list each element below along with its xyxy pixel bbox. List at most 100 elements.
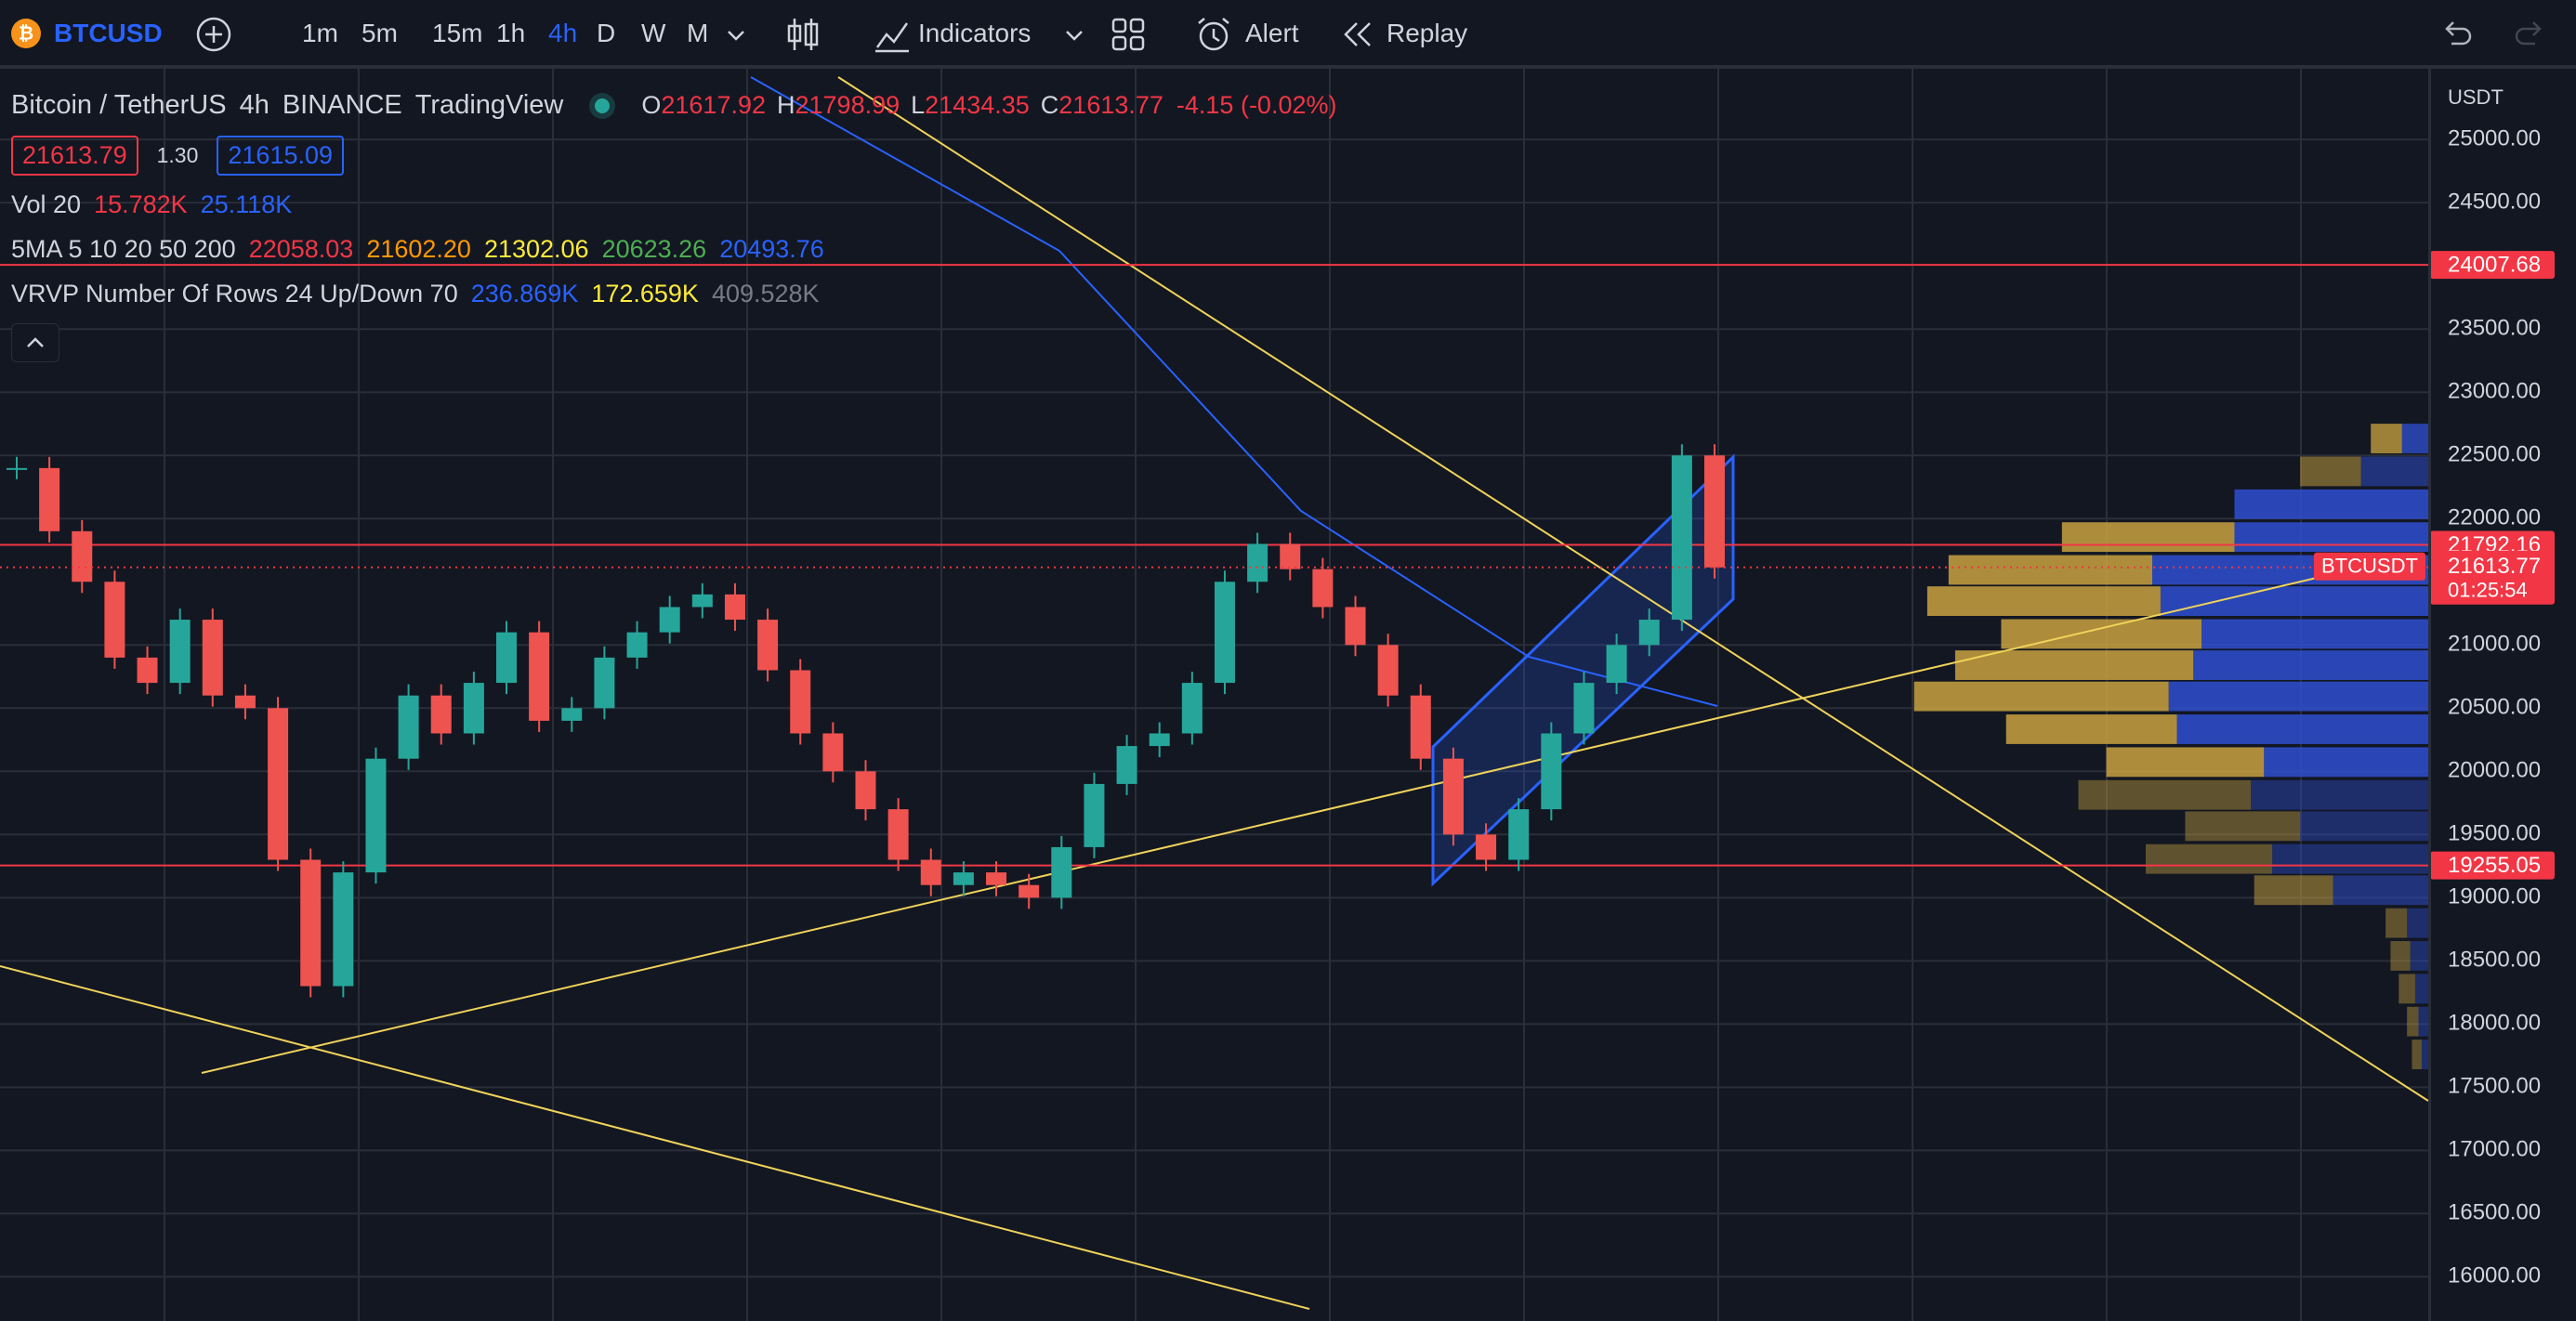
chart-type-button[interactable] bbox=[783, 11, 824, 58]
candle bbox=[1606, 645, 1627, 684]
currency[interactable]: USDT bbox=[2448, 85, 2504, 109]
replay-icon[interactable] bbox=[1338, 14, 1379, 55]
alert-button[interactable]: Alert bbox=[1245, 19, 1299, 47]
legend-main: Bitcoin / TetherUS 4h BINANCE TradingVie… bbox=[11, 90, 1336, 121]
price-tick-label: 24500.00 bbox=[2448, 190, 2541, 215]
indicators-icon[interactable] bbox=[872, 14, 913, 55]
candle bbox=[1410, 695, 1431, 759]
indicator-name: 5MA 5 10 20 50 200 bbox=[11, 235, 236, 263]
price-tick-label: 23000.00 bbox=[2448, 379, 2541, 404]
candle bbox=[1508, 809, 1530, 860]
layout-button[interactable] bbox=[1108, 14, 1149, 55]
ohlc-key: C bbox=[1040, 91, 1059, 119]
candle bbox=[104, 582, 125, 658]
volume-profile-down bbox=[2168, 681, 2429, 712]
candle bbox=[463, 683, 484, 734]
indicator-value: 20623.26 bbox=[601, 235, 707, 263]
volume-profile-down bbox=[2300, 811, 2429, 842]
indicator-value: 21302.06 bbox=[483, 235, 589, 263]
symbol-title: Bitcoin / TetherUS bbox=[11, 90, 227, 120]
candle bbox=[1377, 645, 1399, 696]
volume-profile-down bbox=[2264, 747, 2429, 778]
price-marker-label: 24007.68 bbox=[2448, 252, 2541, 277]
volume-profile-up bbox=[2371, 424, 2402, 453]
undo-button[interactable] bbox=[2437, 14, 2477, 55]
price-marker-label: 19255.05 bbox=[2448, 853, 2541, 878]
ohlc: O 21617.92 H 21798.99 L 21434.35 C 21613.77 bbox=[641, 91, 1163, 120]
ohlc-key: O bbox=[641, 91, 662, 119]
last-price-label: 21613.77 bbox=[2448, 554, 2541, 579]
indicator-value: 409.528K bbox=[711, 280, 820, 307]
symbol-icon: ₿ bbox=[11, 19, 41, 48]
interval-button[interactable]: 5m bbox=[361, 19, 398, 47]
candle bbox=[920, 859, 941, 885]
interval-button[interactable]: 15m bbox=[432, 19, 483, 47]
volume-profile-up bbox=[2254, 875, 2333, 906]
volume-profile-up bbox=[2005, 714, 2177, 744]
volume-profile-down bbox=[2333, 875, 2429, 906]
candle bbox=[1671, 455, 1692, 621]
candle bbox=[1247, 543, 1268, 582]
volume-profile-down bbox=[2234, 489, 2429, 519]
indicator-row: VRVP Number Of Rows 24 Up/Down 70 236.869… bbox=[11, 280, 820, 308]
interval-button[interactable]: W bbox=[641, 19, 666, 47]
candle bbox=[887, 809, 909, 860]
ohlc-key: H bbox=[777, 91, 795, 119]
symbol-tag-box bbox=[2314, 552, 2425, 581]
ohlc-item: H 21798.99 bbox=[777, 91, 900, 120]
candle bbox=[365, 758, 387, 873]
indicators-dropdown[interactable] bbox=[1054, 14, 1095, 55]
volume-profile-up bbox=[1926, 586, 2161, 616]
collapse-legend-button[interactable] bbox=[11, 323, 59, 362]
interval-button[interactable]: M bbox=[687, 19, 709, 47]
volume-profile-down bbox=[2414, 974, 2429, 1004]
candle bbox=[626, 632, 648, 658]
volume-profile-down bbox=[2418, 1006, 2429, 1037]
symbol-tag: BTCUSDT bbox=[2321, 555, 2418, 578]
volume-profile-up bbox=[2399, 974, 2415, 1004]
replay-button[interactable]: Replay bbox=[1387, 19, 1468, 47]
candle bbox=[234, 695, 256, 709]
candle bbox=[986, 872, 1007, 885]
indicator-value: 236.869K bbox=[470, 280, 579, 307]
interval-dropdown[interactable] bbox=[716, 14, 756, 55]
ohlc-value: 21617.92 bbox=[661, 91, 766, 119]
ohlc-item: L 21434.35 bbox=[911, 91, 1030, 120]
price-tick-label: 18000.00 bbox=[2448, 1011, 2541, 1036]
ohlc-item: O 21617.92 bbox=[641, 91, 766, 120]
volume-profile-up bbox=[2407, 1006, 2419, 1037]
candle bbox=[1541, 733, 1562, 810]
indicators-button[interactable]: Indicators bbox=[918, 19, 1032, 47]
candle bbox=[496, 632, 518, 684]
add-symbol-button[interactable] bbox=[193, 14, 234, 55]
interval-button[interactable]: 1m bbox=[302, 19, 338, 47]
interval-button[interactable]: 4h bbox=[548, 19, 578, 47]
svg-text:₿: ₿ bbox=[19, 23, 33, 44]
interval-button[interactable]: 1h bbox=[496, 19, 526, 47]
trend-line bbox=[837, 76, 2429, 1102]
volume-profile-up bbox=[2106, 747, 2265, 778]
candle bbox=[39, 467, 60, 531]
interval-button[interactable]: D bbox=[597, 19, 616, 47]
interval: 4h bbox=[239, 90, 269, 120]
bid-price[interactable]: 21613.79 bbox=[11, 136, 138, 176]
candle bbox=[1181, 683, 1203, 734]
volume-profile-up bbox=[2300, 456, 2361, 487]
candle bbox=[1019, 884, 1040, 898]
alert-icon[interactable] bbox=[1193, 14, 1234, 55]
symbol[interactable]: BTCUSD bbox=[54, 19, 163, 47]
price-tick-label: 19500.00 bbox=[2448, 821, 2541, 846]
ohlc-key: L bbox=[911, 91, 926, 119]
spread: 1.30 bbox=[156, 143, 199, 167]
last-price-box bbox=[2430, 550, 2555, 605]
candle bbox=[202, 620, 223, 696]
change: -4.15 (-0.02%) bbox=[1176, 91, 1337, 119]
volume-profile-up bbox=[2390, 941, 2411, 971]
volume-profile-down bbox=[2407, 908, 2429, 938]
candle bbox=[1442, 758, 1464, 835]
ohlc-item: C 21613.77 bbox=[1041, 91, 1163, 120]
ask-price[interactable]: 21615.09 bbox=[217, 136, 345, 176]
redo-button[interactable] bbox=[2509, 14, 2550, 55]
